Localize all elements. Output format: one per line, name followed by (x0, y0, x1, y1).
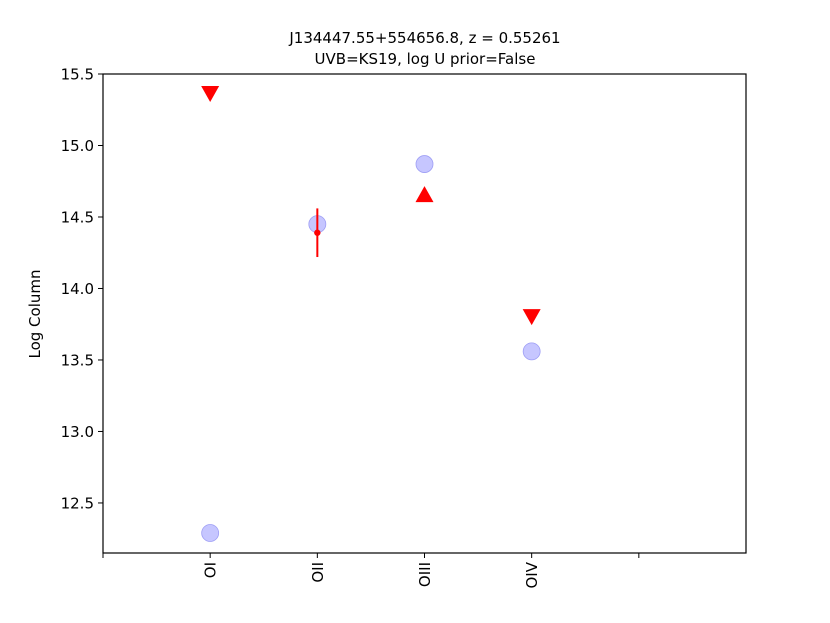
plot-frame (102, 73, 747, 554)
y-tick-label: 13.0 (61, 423, 94, 441)
model-point (415, 155, 434, 173)
y-tick-label: 13.5 (61, 351, 94, 369)
plot-area: 12.5 13.0 13.5 14.0 14.5 15.0 15.5 OI OII OIII OIV (61, 66, 640, 589)
upper-limit-marker (201, 86, 220, 103)
y-tick-label: 14.5 (61, 208, 94, 226)
x-tick-label: OIII (416, 562, 434, 587)
y-tick-label: 15.5 (61, 66, 94, 84)
y-tick-label: 15.0 (61, 137, 94, 155)
y-axis-label: Log Column (26, 269, 44, 358)
model-point (201, 524, 220, 542)
detection-point (314, 229, 321, 236)
x-tick-label: OI (202, 562, 220, 578)
x-tick-label: OIV (523, 561, 541, 588)
x-tick-label: OII (309, 562, 327, 583)
model-point (522, 342, 541, 361)
upper-limit-marker (522, 309, 541, 326)
chart-title: J134447.55+554656.8, z = 0.55261 (288, 29, 560, 47)
y-tick-label: 12.5 (61, 494, 94, 512)
lower-limit-marker (415, 186, 434, 203)
chart-subtitle: UVB=KS19, log U prior=False (315, 50, 536, 68)
y-tick-label: 14.0 (61, 280, 94, 298)
